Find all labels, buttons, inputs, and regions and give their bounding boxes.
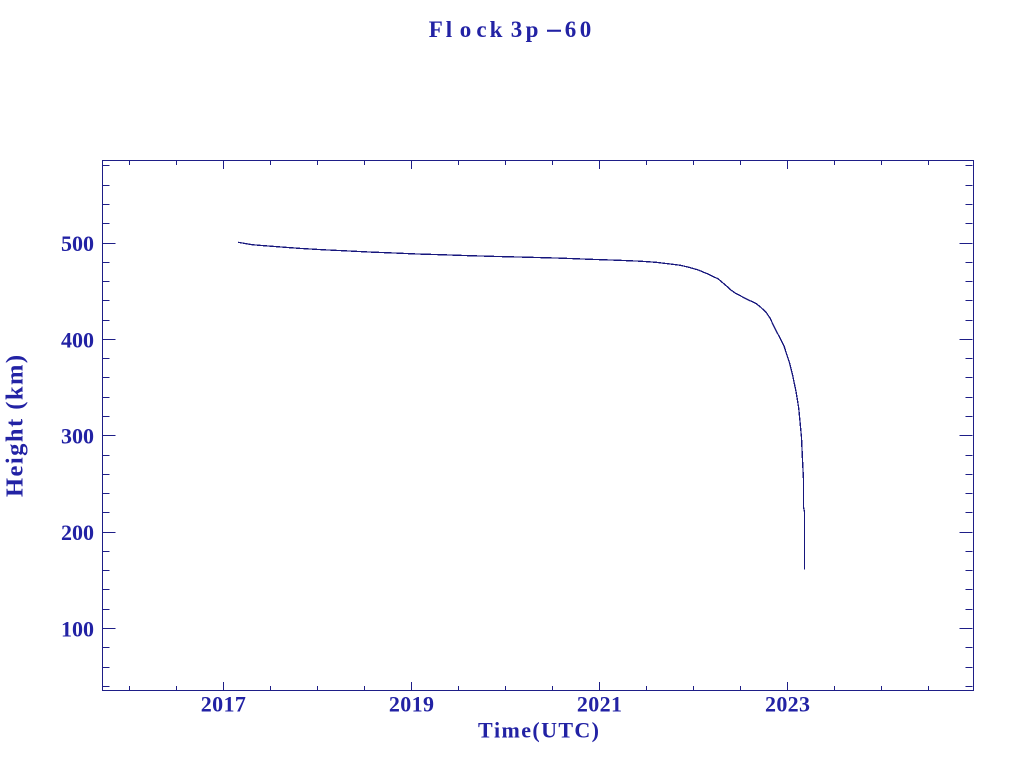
svg-text:2019: 2019 (389, 691, 434, 716)
svg-text:400: 400 (61, 327, 94, 352)
svg-text:2023: 2023 (765, 691, 810, 716)
svg-text:100: 100 (61, 617, 94, 642)
svg-text:200: 200 (61, 520, 94, 545)
svg-text:2017: 2017 (201, 691, 246, 716)
svg-text:2021: 2021 (577, 691, 622, 716)
svg-text:300: 300 (61, 424, 94, 449)
svg-text:500: 500 (61, 231, 94, 256)
svg-text:Height(km): Height(km) (2, 355, 29, 497)
svg-text:Time(UTC): Time(UTC) (478, 718, 599, 743)
